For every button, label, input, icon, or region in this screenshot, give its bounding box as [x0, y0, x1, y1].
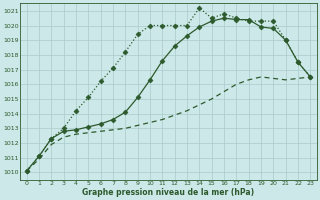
X-axis label: Graphe pression niveau de la mer (hPa): Graphe pression niveau de la mer (hPa)	[83, 188, 255, 197]
